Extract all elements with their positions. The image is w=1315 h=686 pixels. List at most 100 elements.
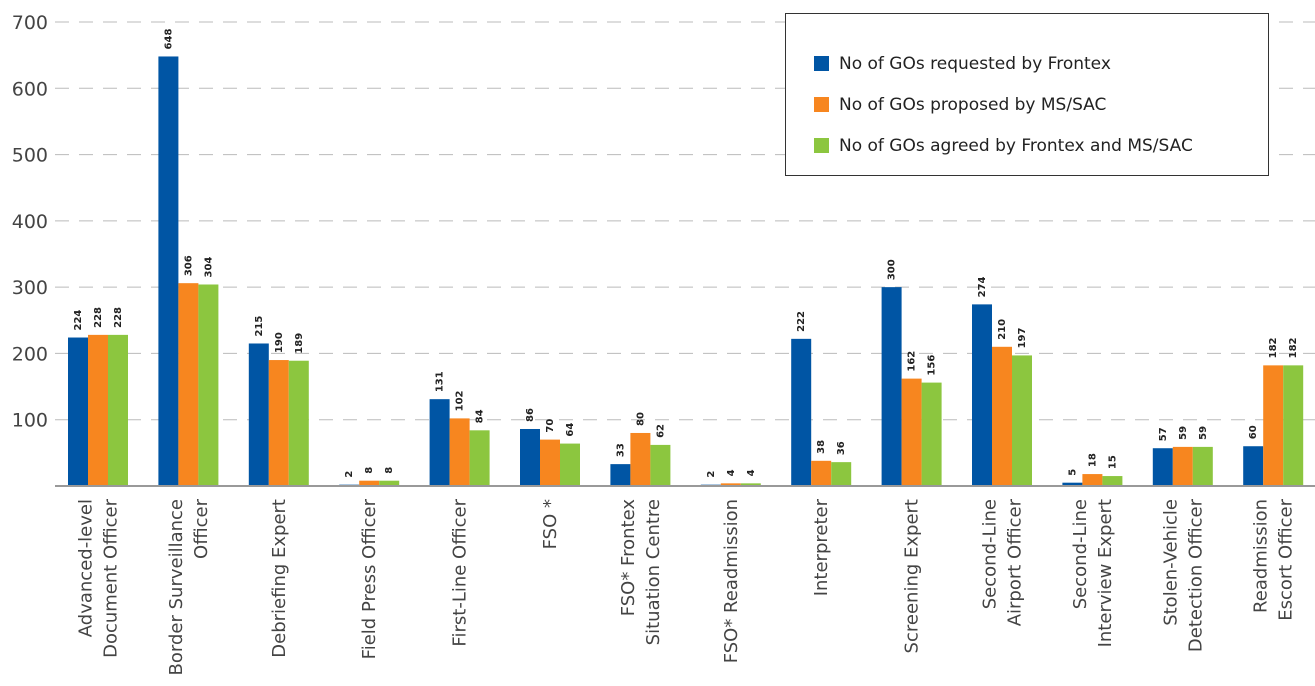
legend-item-requested: No of GOs requested by Frontex (814, 43, 1268, 84)
data-label-series2-cat7: 80 (635, 412, 646, 426)
bar-series1-cat7 (610, 464, 631, 486)
category-label-6: FSO * (540, 499, 561, 549)
category-label-line: Interpreter (811, 498, 832, 596)
bar-series1-cat1 (68, 337, 88, 486)
category-label-10: Screening Expert (902, 499, 923, 653)
bar-series3-cat12 (1102, 476, 1123, 486)
category-label-14: Readmission Escort Officer (1251, 498, 1297, 620)
category-label-9: Interpreter (811, 498, 832, 596)
category-label-5: First-Line Officer (450, 498, 471, 646)
bar-series3-cat5 (469, 430, 490, 486)
data-label-series3-cat8: 4 (746, 469, 757, 476)
bar-series3-cat9 (831, 462, 852, 486)
bar-series1-cat14 (1243, 446, 1264, 486)
category-label-13: Stolen-Vehicle Detection Officer (1160, 498, 1206, 652)
bar-series2-cat8 (720, 483, 741, 486)
legend-swatch-requested (814, 56, 829, 71)
data-label-series2-cat6: 70 (545, 419, 556, 433)
bar-series3-cat1 (108, 334, 128, 486)
data-label-series3-cat11: 197 (1017, 328, 1028, 349)
bar-series2-cat2 (178, 283, 199, 486)
category-label-line: FSO * (540, 499, 561, 549)
data-label-series3-cat1: 228 (113, 307, 124, 328)
data-label-series1-cat9: 222 (796, 311, 807, 332)
bar-series2-cat12 (1082, 474, 1103, 486)
y-tick-label-300: 300 (12, 277, 48, 299)
data-label-series1-cat5: 131 (435, 371, 446, 392)
category-label-line: Officer (191, 498, 212, 559)
bar-series2-cat3 (268, 360, 289, 486)
category-label-line: Stolen-Vehicle (1160, 499, 1181, 626)
bar-series3-cat4 (379, 480, 400, 486)
category-label-4: Field Press Officer (359, 498, 380, 659)
category-label-line: FSO* Frontex (618, 499, 639, 617)
bar-series2-cat10 (901, 378, 922, 486)
bar-series3-cat8 (740, 483, 761, 486)
category-label-11: Second-Line Airport Officer (980, 498, 1026, 626)
bar-series1-cat13 (1152, 448, 1173, 486)
bar-series1-cat6 (520, 428, 540, 486)
y-tick-label-600: 600 (12, 78, 48, 100)
data-label-series2-cat14: 182 (1268, 337, 1279, 358)
category-label-1: Advanced-level Document Officer (76, 498, 122, 658)
data-label-series2-cat13: 59 (1178, 426, 1189, 440)
category-label-line: First-Line Officer (450, 498, 471, 646)
bar-series1-cat5 (429, 399, 450, 486)
category-label-line: Advanced-level (76, 499, 97, 637)
data-label-series3-cat7: 62 (655, 424, 666, 438)
data-label-series2-cat12: 18 (1087, 453, 1098, 467)
data-label-series1-cat11: 274 (977, 276, 988, 297)
legend-item-agreed: No of GOs agreed by Frontex and MS/SAC (814, 125, 1268, 166)
data-label-series3-cat12: 15 (1107, 455, 1118, 469)
data-label-series1-cat1: 224 (73, 310, 84, 331)
category-label-line: Escort Officer (1276, 498, 1297, 620)
data-label-series2-cat5: 102 (455, 390, 466, 411)
data-label-series1-cat12: 5 (1067, 469, 1078, 476)
bar-series3-cat3 (288, 360, 309, 486)
bar-series1-cat2 (158, 56, 179, 487)
bar-series2-cat14 (1263, 365, 1284, 486)
y-tick-label-500: 500 (12, 145, 48, 167)
bar-series2-cat6 (540, 439, 560, 486)
bar-series3-cat6 (560, 443, 580, 486)
category-label-line: Second-Line (980, 499, 1001, 609)
data-label-series1-cat14: 60 (1248, 425, 1259, 439)
data-label-series2-cat2: 306 (183, 255, 194, 276)
legend-label-proposed: No of GOs proposed by MS/SAC (839, 94, 1107, 115)
data-label-series2-cat10: 162 (907, 351, 918, 372)
bar-series2-cat5 (449, 418, 470, 486)
bar-series2-cat7 (630, 432, 651, 486)
bar-series3-cat14 (1283, 365, 1304, 486)
y-axis-tick-labels: 100 200 300 400 500 600 700 (12, 12, 48, 432)
data-label-series1-cat10: 300 (887, 259, 898, 280)
data-label-series1-cat13: 57 (1158, 427, 1169, 441)
data-label-series1-cat6: 86 (525, 408, 536, 422)
data-label-series1-cat2: 648 (163, 29, 174, 50)
data-label-series2-cat11: 210 (997, 319, 1008, 340)
bar-series2-cat4 (359, 480, 380, 486)
data-label-series3-cat14: 182 (1288, 337, 1299, 358)
data-label-series2-cat4: 8 (364, 467, 375, 474)
category-label-line: Screening Expert (902, 499, 923, 653)
data-label-series1-cat4: 2 (344, 471, 355, 478)
legend-label-agreed: No of GOs agreed by Frontex and MS/SAC (839, 135, 1193, 156)
x-axis-category-labels: Advanced-level Document Officer Border Sur… (76, 498, 1297, 675)
bar-series2-cat1 (88, 334, 108, 486)
category-label-line: Interview Expert (1095, 499, 1116, 647)
data-label-series1-cat7: 33 (615, 443, 626, 457)
bar-series1-cat9 (791, 338, 812, 486)
category-label-8: FSO* Readmission (721, 499, 742, 663)
category-label-7: FSO* Frontex Situation Centre (618, 499, 664, 646)
data-label-series1-cat8: 2 (706, 471, 717, 478)
y-tick-label-100: 100 (12, 410, 48, 432)
bar-series1-cat10 (881, 287, 902, 486)
bar-series2-cat13 (1172, 446, 1193, 486)
category-label-line: Second-Line (1070, 499, 1091, 609)
data-label-series3-cat4: 8 (384, 467, 395, 474)
category-label-line: Document Officer (101, 498, 122, 658)
category-label-3: Debriefing Expert (269, 499, 290, 658)
category-label-line: Airport Officer (1005, 498, 1026, 626)
bar-series1-cat3 (248, 343, 269, 486)
